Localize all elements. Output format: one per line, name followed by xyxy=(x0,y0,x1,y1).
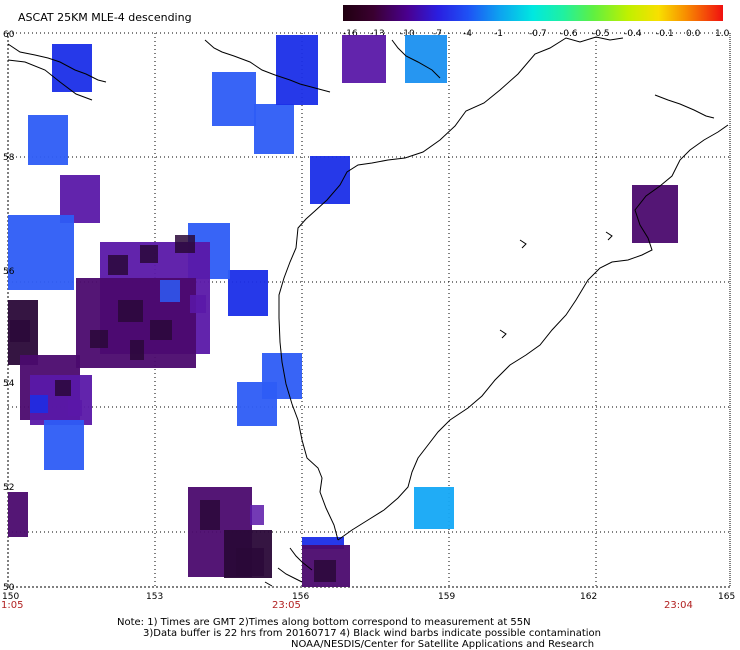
northern-coast-4 xyxy=(654,94,715,119)
data-cell-detail xyxy=(150,320,172,340)
note-line-3: NOAA/NESDIS/Center for Satellite Applica… xyxy=(291,639,594,650)
data-cell-detail xyxy=(130,340,144,360)
kamchatka-west-coast xyxy=(278,36,624,541)
wind-data-swaths xyxy=(8,35,678,587)
color-scale-gradient xyxy=(343,5,723,21)
latitude-tick-label: 58 xyxy=(3,153,15,163)
color-scale-labels: -16 -13 -10 -7 -4 -1 -0.7 -0.6 -0.5 -0.4 -0.1 0.0 1.… xyxy=(343,29,730,39)
note-line-2: 3)Data buffer is 22 hrs from 20160717 4)… xyxy=(143,628,601,639)
color-scale-label: -0.7 xyxy=(529,29,547,39)
data-cell xyxy=(8,215,74,290)
latitude-tick-label: 52 xyxy=(3,483,14,493)
kuril-island-b xyxy=(277,567,303,583)
color-scale-label: -4 xyxy=(463,29,472,39)
northern-coast xyxy=(7,43,107,83)
latitude-tick-label: 56 xyxy=(3,267,15,277)
map-frame xyxy=(7,32,731,588)
color-scale-label: -0.5 xyxy=(592,29,610,39)
island-3 xyxy=(499,329,507,339)
longitude-tick-label: 159 xyxy=(438,592,455,602)
longitude-tick-label: 156 xyxy=(292,592,309,602)
island-1 xyxy=(519,239,527,249)
longitude-tick-label: 150 xyxy=(2,592,19,602)
data-cell-detail xyxy=(236,548,264,576)
data-cell-detail xyxy=(250,505,264,525)
color-scale-bar: -16 -13 -10 -7 -4 -1 -0.7 -0.6 -0.5 -0.4 -0.1 0.0 1.… xyxy=(343,5,730,39)
color-scale-label: -1 xyxy=(494,29,503,39)
data-cell-detail xyxy=(68,400,82,416)
data-cell-detail xyxy=(108,255,128,275)
latitude-tick-label: 60 xyxy=(3,30,15,40)
kuril-island-a xyxy=(289,547,313,571)
northern-coast-2 xyxy=(204,39,331,93)
data-cell xyxy=(44,420,84,470)
longitude-tick-label: 153 xyxy=(146,592,163,602)
longitude-tick-label: 165 xyxy=(718,592,735,602)
color-scale-label: 1.0 xyxy=(715,29,730,39)
data-cell xyxy=(254,104,294,154)
kamchatka-east-coast xyxy=(337,124,729,541)
time-label-center: 23:05 xyxy=(272,600,301,611)
kuril-island-c xyxy=(264,581,273,587)
data-cell xyxy=(212,72,256,126)
note-line-1: Note: 1) Times are GMT 2)Times along bot… xyxy=(117,617,531,628)
data-cell-detail xyxy=(30,395,48,413)
okhotsk-north-shore xyxy=(7,59,93,101)
data-cell xyxy=(342,35,386,83)
latitude-tick-label: 54 xyxy=(3,379,15,389)
color-scale-label: -13 xyxy=(370,29,385,39)
time-label-right: 23:04 xyxy=(664,600,693,611)
color-scale-label: -7 xyxy=(433,29,442,39)
data-cell xyxy=(632,185,678,243)
time-label-left: 1:05 xyxy=(1,600,23,611)
data-cell-detail xyxy=(314,560,336,582)
data-cell-detail xyxy=(175,235,195,253)
data-cell xyxy=(237,382,277,426)
color-scale-label: -0.1 xyxy=(656,29,674,39)
data-cell-detail xyxy=(200,500,220,530)
color-scale-label: -0.4 xyxy=(624,29,642,39)
data-cell xyxy=(8,492,28,537)
data-cell-detail xyxy=(90,330,108,348)
data-cell-detail xyxy=(140,245,158,263)
latitude-tick-label: 50 xyxy=(3,583,15,593)
axis-labels: 150 153 156 159 162 165 60 58 56 54 52 50 xyxy=(2,30,735,602)
coastline xyxy=(7,36,729,587)
color-scale-label: -10 xyxy=(400,29,415,39)
data-cell-detail xyxy=(190,295,206,313)
northern-coast-3 xyxy=(391,39,441,79)
data-cell-detail xyxy=(160,280,180,302)
figure-title: ASCAT 25KM MLE-4 descending xyxy=(18,11,192,24)
longitude-tick-label: 162 xyxy=(580,592,597,602)
island-2 xyxy=(605,231,613,241)
data-cell xyxy=(414,487,454,529)
data-cell-detail xyxy=(118,300,143,322)
color-scale-label: -0.6 xyxy=(560,29,578,39)
data-cell xyxy=(28,115,68,165)
data-cell xyxy=(228,270,268,316)
data-cell-detail xyxy=(55,380,71,396)
data-cell xyxy=(276,35,318,105)
data-cell-detail xyxy=(10,320,30,342)
color-scale-label: 0.0 xyxy=(686,29,701,39)
color-scale-label: -16 xyxy=(343,29,358,39)
